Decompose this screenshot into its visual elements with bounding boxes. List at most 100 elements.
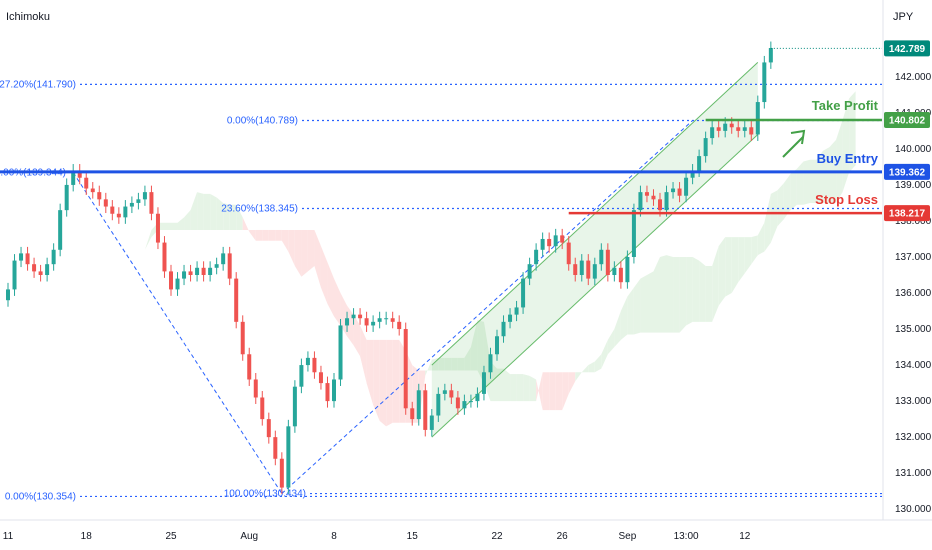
cloud-segment — [242, 217, 250, 232]
candle-body — [345, 318, 350, 326]
candle-body — [690, 170, 695, 178]
candle-body — [273, 437, 278, 459]
cloud-segment — [523, 374, 530, 402]
cloud-segment — [744, 237, 752, 274]
candle-body — [566, 242, 571, 265]
price-tick-label: 140.000 — [895, 144, 932, 155]
currency-label: JPY — [893, 11, 914, 23]
candle-body — [436, 393, 441, 416]
cloud-segment — [444, 357, 452, 371]
candle-body — [403, 329, 408, 409]
stop-loss-label: Stop Loss — [815, 192, 878, 207]
stop-loss-tag-bg — [884, 205, 930, 222]
candle-body — [384, 318, 389, 320]
fib-level-label: 127.20%(141.790) — [0, 79, 76, 90]
candle-body — [371, 321, 376, 326]
cloud-segment — [849, 91, 856, 173]
candle-body — [416, 390, 421, 420]
up-arrow-head-icon — [790, 129, 806, 145]
cloud-segment — [627, 287, 634, 335]
candle-body — [162, 242, 167, 272]
cloud-segment — [751, 235, 758, 265]
cloud-segment — [836, 120, 843, 203]
cloud-segment — [699, 260, 706, 322]
cloud-segment — [614, 311, 621, 348]
candle-body — [253, 379, 258, 398]
cloud-segment — [555, 372, 563, 411]
cloud-segment — [575, 372, 582, 382]
cloud-segment — [190, 192, 198, 230]
cloud-segment — [314, 229, 321, 288]
price-tick-label: 135.000 — [895, 324, 932, 335]
fib-swing-down-line — [72, 172, 283, 494]
cloud-segment — [783, 174, 791, 220]
cloud-segment — [679, 256, 687, 333]
candle-body — [38, 271, 43, 275]
time-tick-label: 25 — [165, 531, 177, 542]
candle-body — [182, 271, 187, 279]
stop-loss-tag: 138.217 — [889, 209, 926, 220]
candle-body — [214, 264, 219, 268]
candle-body — [547, 238, 552, 247]
candle-body — [299, 365, 304, 387]
cloud-segment — [777, 183, 784, 227]
cloud-segment — [757, 222, 765, 256]
candle-body — [332, 379, 336, 402]
cloud-segment — [686, 256, 693, 326]
time-tick-label: 18 — [81, 531, 93, 542]
cloud-segment — [425, 359, 432, 376]
cloud-segment — [653, 256, 660, 333]
candle-body — [377, 318, 382, 322]
candle-body — [573, 264, 578, 275]
candle-body — [527, 264, 532, 279]
price-tick-label: 142.000 — [895, 72, 932, 83]
cloud-segment — [712, 246, 719, 322]
fib-level-label: 0.00%(130.354) — [5, 491, 76, 502]
time-tick-label: 12 — [739, 531, 751, 542]
candle-body — [195, 267, 200, 275]
candle-body — [260, 397, 265, 420]
cloud-segment — [216, 197, 224, 230]
price-tick-label: 134.000 — [895, 360, 932, 371]
candle-body — [455, 397, 460, 409]
candle-body — [553, 235, 558, 247]
cloud-segment — [646, 271, 654, 333]
candle-body — [488, 354, 493, 373]
cloud-segment — [366, 339, 374, 405]
candle-body — [364, 318, 369, 326]
candle-body — [64, 184, 69, 211]
last-price-tag: 142.789 — [889, 44, 926, 55]
time-tick-label: 8 — [331, 531, 337, 542]
candle-body — [742, 127, 747, 131]
candle-body — [123, 206, 128, 218]
candle-body — [716, 127, 721, 131]
candle-body — [221, 253, 226, 265]
candle-body — [234, 278, 239, 322]
cloud-segment — [223, 202, 230, 230]
cloud-segment — [738, 237, 745, 283]
cloud-segment — [210, 193, 217, 230]
candle-body — [142, 192, 147, 200]
candle-body — [32, 264, 37, 272]
candle-body — [45, 264, 50, 275]
candle-body — [697, 156, 702, 171]
cloud-segment — [294, 229, 302, 277]
candle-body — [19, 253, 24, 261]
candle-body — [188, 271, 193, 275]
cloud-segment — [705, 265, 713, 322]
cloud-segment — [790, 168, 797, 211]
ichimoku-cloud — [92, 91, 856, 427]
cloud-segment — [673, 256, 680, 333]
cloud-segment — [640, 275, 647, 333]
candle-body — [116, 213, 121, 218]
candle-body — [338, 325, 343, 380]
cloud-segment — [464, 347, 471, 371]
time-axis[interactable]: 11 18 25 Aug 8 15 22 26 Sep 13:00 12 — [3, 531, 751, 542]
price-tick-label: 139.000 — [895, 180, 932, 191]
cloud-segment — [373, 339, 380, 421]
cloud-segment — [633, 278, 641, 335]
candle-body — [579, 260, 584, 275]
candle-body — [560, 235, 565, 243]
candle-body — [351, 314, 356, 319]
